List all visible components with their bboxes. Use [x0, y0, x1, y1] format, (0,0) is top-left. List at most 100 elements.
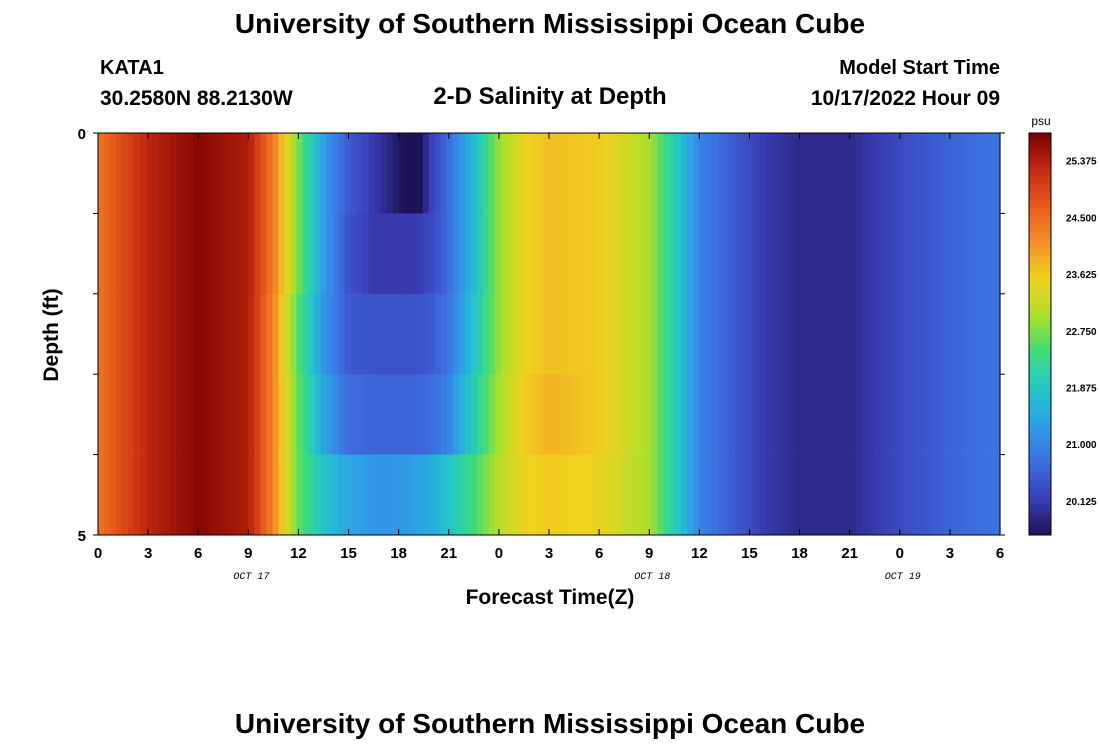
heatmap-cell	[849, 374, 857, 455]
heatmap-cell	[831, 133, 839, 214]
heatmap-cell	[230, 133, 237, 214]
heatmap-cell	[765, 213, 773, 295]
heatmap-cell	[374, 293, 382, 375]
heatmap-cell	[266, 133, 273, 214]
x-tick-label: 15	[340, 545, 357, 562]
heatmap-cell	[753, 213, 761, 295]
heatmap-cell	[627, 293, 634, 375]
heatmap-cell	[242, 133, 249, 214]
heatmap-cell	[314, 133, 322, 214]
heatmap-cell	[296, 213, 304, 295]
heatmap-cell	[897, 213, 905, 295]
heatmap-cell	[609, 133, 616, 214]
heatmap-cell	[849, 454, 857, 536]
heatmap-cell	[290, 454, 298, 536]
heatmap-cell	[657, 454, 664, 536]
heatmap-cell	[969, 213, 977, 295]
x-tick-label: 3	[144, 545, 152, 562]
heatmap-cell	[440, 374, 448, 455]
heatmap-cell	[212, 374, 219, 455]
heatmap-cell	[470, 454, 478, 536]
heatmap-cell	[350, 213, 358, 295]
heatmap-cell	[747, 454, 755, 536]
heatmap-cell	[380, 133, 388, 214]
heatmap-cell	[591, 374, 598, 455]
heatmap-cell	[374, 213, 382, 295]
heatmap-cell	[669, 374, 676, 455]
heatmap-cell	[879, 213, 887, 295]
heatmap-cell	[410, 133, 418, 214]
heatmap-cell	[807, 454, 815, 536]
x-tick-label: 12	[290, 545, 307, 562]
heatmap-cell	[669, 293, 676, 375]
heatmap-cell	[873, 374, 881, 455]
heatmap-cell	[669, 454, 676, 536]
heatmap-cell	[116, 133, 123, 214]
heatmap-cell	[957, 293, 965, 375]
heatmap-cell	[657, 213, 664, 295]
heatmap-cell	[831, 454, 839, 536]
heatmap-cell	[879, 454, 887, 536]
heatmap-cell	[104, 213, 111, 295]
heatmap-cell	[122, 133, 129, 214]
heatmap-cell	[585, 374, 592, 455]
heatmap-cell	[452, 374, 460, 455]
heatmap-cell	[188, 454, 195, 536]
heatmap-cell	[651, 293, 658, 375]
heatmap-cell	[266, 374, 273, 455]
heatmap-cell	[434, 374, 442, 455]
heatmap-cell	[777, 374, 785, 455]
heatmap-cell	[272, 454, 279, 536]
heatmap-cell	[561, 133, 568, 214]
heatmap-cell	[549, 293, 556, 375]
heatmap-cell	[410, 454, 418, 536]
heatmap-cell	[651, 454, 658, 536]
heatmap-cell	[801, 133, 809, 214]
heatmap-cell	[687, 293, 694, 375]
heatmap-cell	[771, 374, 779, 455]
heatmap-cell	[308, 454, 316, 536]
heatmap-cell	[585, 454, 592, 536]
heatmap-cell	[963, 213, 971, 295]
heatmap-cell	[567, 213, 574, 295]
heatmap-cell	[422, 213, 430, 295]
heatmap-cell	[536, 454, 544, 536]
heatmap-cell	[242, 293, 249, 375]
heatmap-cell	[302, 133, 310, 214]
heatmap-cell	[759, 213, 767, 295]
heatmap-cell	[458, 454, 466, 536]
heatmap-cell	[416, 213, 424, 295]
heatmap-cell	[236, 293, 243, 375]
heatmap-cell	[549, 454, 556, 536]
heatmap-cell	[410, 293, 418, 375]
heatmap-cell	[206, 374, 213, 455]
heatmap-cell	[645, 293, 652, 375]
x-tick-label: 0	[896, 545, 904, 562]
heatmap-cell	[536, 133, 544, 214]
heatmap-cell	[831, 213, 839, 295]
heatmap-cell	[915, 374, 923, 455]
heatmap-cell	[681, 454, 688, 536]
heatmap-cell	[128, 293, 135, 375]
heatmap-cell	[326, 133, 334, 214]
heatmap-cell	[609, 213, 616, 295]
heatmap-cell	[957, 133, 965, 214]
heatmap-cell	[873, 454, 881, 536]
heatmap-cell	[837, 293, 845, 375]
heatmap-cell	[464, 454, 472, 536]
heatmap-cell	[536, 374, 544, 455]
heatmap-cell	[212, 213, 219, 295]
heatmap-cell	[170, 293, 177, 375]
heatmap-cell	[723, 454, 730, 536]
heatmap-cell	[524, 213, 532, 295]
heatmap-cell	[104, 133, 111, 214]
heatmap-cell	[446, 293, 454, 375]
heatmap-cell	[765, 133, 773, 214]
heatmap-cell	[663, 374, 670, 455]
heatmap-cell	[939, 454, 947, 536]
heatmap-cell	[338, 213, 346, 295]
heatmap-cell	[567, 293, 574, 375]
heatmap-cell	[236, 454, 243, 536]
heatmap-cell	[573, 133, 580, 214]
